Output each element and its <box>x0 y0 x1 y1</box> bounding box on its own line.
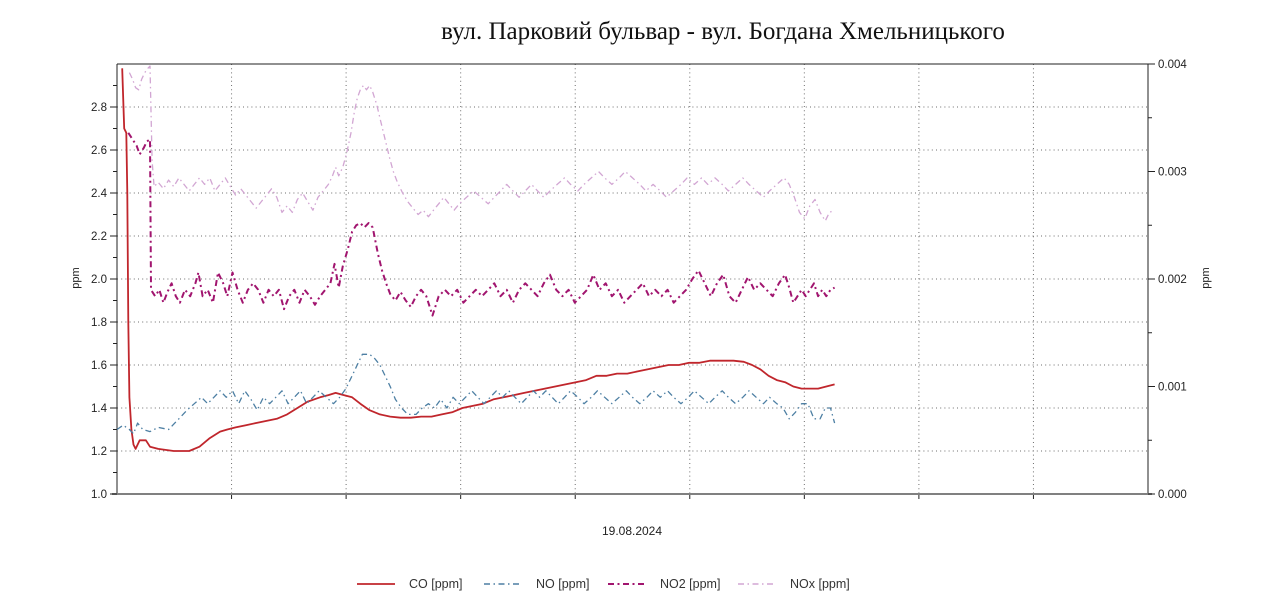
left-axis-tick-label: 1.4 <box>91 403 108 415</box>
left-axis-tick-label: 2.4 <box>91 188 108 200</box>
chart-legend: CO [ppm] NO [ppm] NO2 [ppm] NOx [ppm] <box>0 575 1280 595</box>
legend-item-no2: NO2 [ppm] <box>607 575 720 593</box>
legend-marker-nox-icon <box>738 583 776 585</box>
left-axis-tick-label: 1.0 <box>91 489 107 501</box>
right-axis-tick-label: 0.003 <box>1158 167 1187 179</box>
left-axis-tick-label: 2.0 <box>91 274 107 286</box>
left-axis-tick-label: 2.2 <box>91 231 107 243</box>
legend-marker-no-icon <box>484 583 522 585</box>
left-axis-tick-label: 1.8 <box>91 317 107 329</box>
legend-label-co: CO [ppm] <box>409 577 463 591</box>
right-axis-tick-label: 0.004 <box>1158 59 1187 71</box>
legend-marker-no2-icon <box>608 583 646 585</box>
right-axis-tick-label: 0.002 <box>1158 274 1187 286</box>
series-line-no <box>116 353 836 435</box>
legend-item-no: NO [ppm] <box>483 575 590 593</box>
legend-label-nox: NOx [ppm] <box>790 577 850 591</box>
series-line-nox <box>128 65 835 222</box>
series-line-no2 <box>127 132 836 317</box>
left-axis-tick-label: 1.2 <box>91 446 107 458</box>
left-axis-tick-label: 2.8 <box>91 102 107 114</box>
left-axis-tick-label: 2.6 <box>91 145 107 157</box>
chart-title: вул. Парковий бульвар - вул. Богдана Хме… <box>441 18 1005 45</box>
x-axis-date-label: 19.08.2024 <box>601 524 663 538</box>
legend-item-nox: NOx [ppm] <box>737 575 850 593</box>
right-axis-tick-label: 0.000 <box>1158 489 1187 501</box>
legend-label-no2: NO2 [ppm] <box>660 577 721 591</box>
right-axis-tick-label: 0.001 <box>1158 382 1187 394</box>
left-axis-tick-label: 1.6 <box>91 360 107 372</box>
series-line-co <box>121 68 835 452</box>
legend-marker-co-icon <box>357 583 395 585</box>
legend-label-no: NO [ppm] <box>536 577 590 591</box>
legend-item-co: CO [ppm] <box>356 575 463 593</box>
